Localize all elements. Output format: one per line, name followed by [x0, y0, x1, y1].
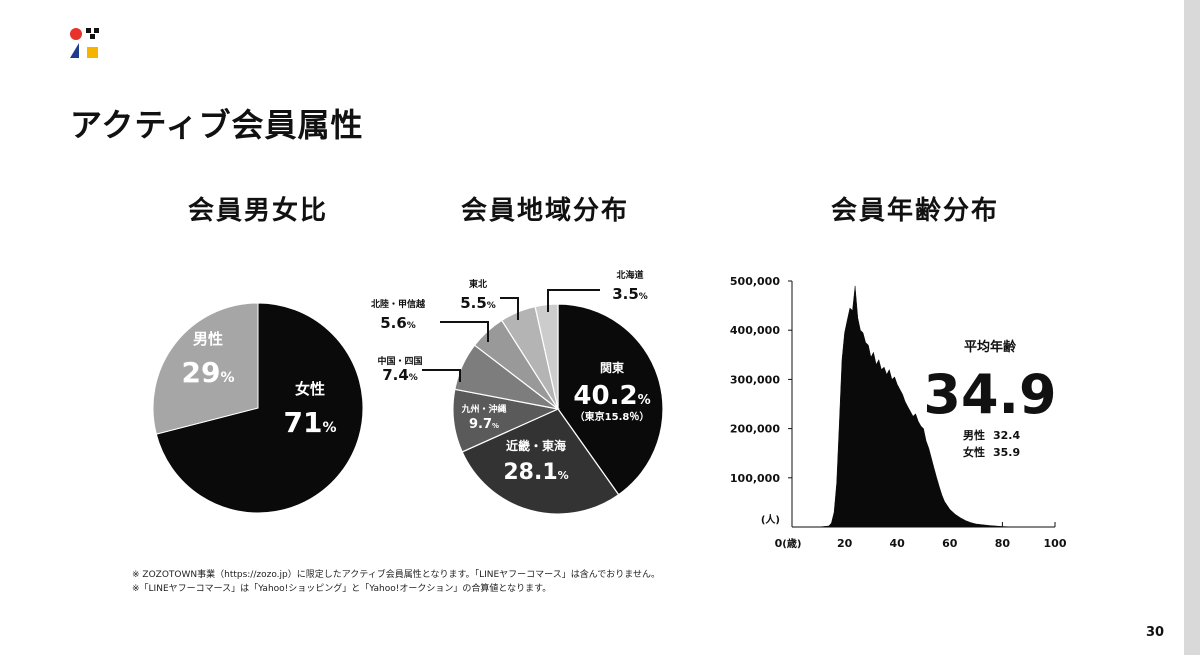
region-label-2: 九州・沖縄: [460, 403, 506, 415]
footnote-1: ※ ZOZOTOWN事業（https://zozo.jp）に限定したアクティブ会…: [132, 570, 661, 580]
region-sub-0: （東京15.8％）: [575, 410, 650, 423]
region-leader-4: [440, 321, 489, 342]
x-tick-label-3: 60: [942, 537, 958, 550]
region-unit-2: %: [492, 422, 499, 430]
average-age-value: 34.9: [923, 363, 1056, 426]
zozo-logo-icon: [70, 28, 99, 58]
region-unit-4: %: [407, 321, 416, 331]
region-unit-1: %: [558, 469, 569, 482]
region-value-6: 3.5%: [612, 285, 648, 303]
x-tick-label-2: 40: [890, 537, 906, 550]
region-label-1: 近畿・東海: [506, 438, 566, 453]
region-leader-6: [547, 289, 600, 312]
x-tick-label-1: 20: [837, 537, 853, 550]
window-edge: [1184, 0, 1200, 655]
female-average-value: 35.9: [993, 446, 1020, 459]
age-area-series: [792, 285, 1055, 528]
page-number: 30: [1146, 625, 1165, 640]
age-distribution-chart: 100,000 200,000 300,000 400,000 500,000 (人) 0(…: [730, 275, 1067, 550]
male-average-label: 男性: [963, 428, 985, 442]
x-unit-label: (歳): [782, 537, 801, 550]
page-title: アクティブ会員属性: [70, 106, 364, 144]
gender-chart-title: 会員男女比: [187, 196, 328, 226]
footnotes: ※ ZOZOTOWN事業（https://zozo.jp）に限定したアクティブ会…: [132, 568, 660, 596]
region-leader-5: [500, 297, 519, 320]
y-tick-label-2: 300,000: [730, 373, 780, 386]
y-tick-label-4: 500,000: [730, 275, 780, 288]
x-tick-label-0: 0(歳): [775, 537, 802, 550]
region-label-4: 北陸・甲信越: [371, 298, 426, 310]
x-tick-label-4: 80: [995, 537, 1011, 550]
region-unit-6: %: [639, 292, 648, 302]
female-average-label: 女性: [963, 445, 985, 459]
region-slice-6: [534, 303, 559, 410]
gender-slice-unit-0: %: [322, 420, 336, 436]
region-pie-chart: 関東40.2%（東京15.8％）近畿・東海28.1%九州・沖縄9.7%中国・四国…: [371, 269, 664, 515]
region-chart-title: 会員地域分布: [460, 196, 629, 226]
gender-slice-0: [155, 302, 364, 514]
region-label-5: 東北: [469, 278, 487, 290]
male-average-value: 32.4: [993, 429, 1020, 442]
region-value-0: 40.2%: [573, 381, 650, 411]
region-value-4: 5.6%: [380, 314, 416, 332]
y-tick-label-1: 200,000: [730, 423, 780, 436]
y-tick-label-0: 100,000: [730, 472, 780, 485]
region-label-0: 関東: [600, 360, 624, 375]
region-value-3: 7.4%: [382, 366, 418, 384]
gender-slice-value-1: 29%: [182, 356, 235, 389]
region-label-3: 中国・四国: [377, 355, 422, 367]
footnote-2: ※「LINEヤフーコマース」は「Yahoo!ショッピング」と「Yahoo!オーク…: [132, 584, 552, 594]
x-tick-label-5: 100: [1044, 537, 1067, 550]
region-leader-3: [422, 369, 461, 382]
region-label-6: 北海道: [616, 269, 643, 281]
age-chart-title: 会員年齢分布: [830, 196, 999, 226]
average-age-label: 平均年齢: [964, 339, 1017, 355]
region-value-2: 9.7%: [469, 417, 499, 432]
gender-slice-unit-1: %: [220, 370, 234, 386]
region-unit-0: %: [638, 393, 651, 408]
region-slice-0: [557, 303, 664, 496]
region-value-5: 5.5%: [460, 294, 496, 312]
y-unit-label: (人): [761, 513, 780, 526]
region-slice-1: [461, 408, 620, 515]
gender-slice-label-0: 女性: [295, 380, 325, 398]
gender-slice-label-1: 男性: [193, 330, 223, 348]
region-unit-3: %: [409, 373, 418, 383]
region-unit-5: %: [487, 301, 496, 311]
gender-slice-1: [152, 302, 259, 435]
y-tick-label-3: 400,000: [730, 324, 780, 337]
